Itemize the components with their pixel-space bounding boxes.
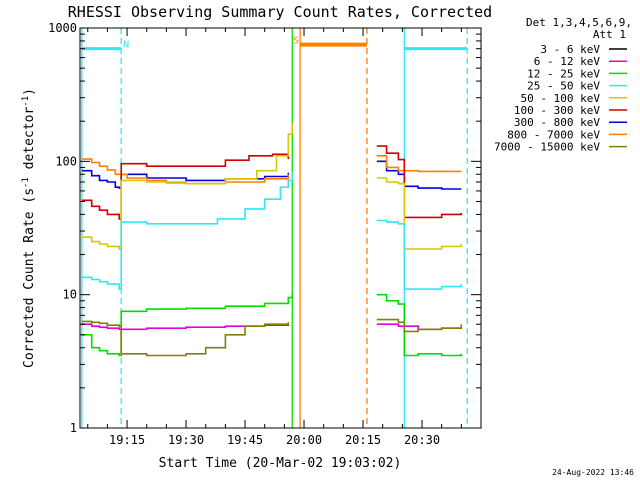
series-1-segment-1 xyxy=(376,155,462,173)
y-tick-label-0: 1 xyxy=(70,421,77,435)
y-axis-label-part-3: ) xyxy=(22,88,37,96)
detector-line-2: Att 1 xyxy=(593,28,626,41)
series-7-segment-0 xyxy=(81,320,290,357)
flag-bar-label-0: N xyxy=(123,40,129,51)
legend-label-8: 7000 - 15000 keV xyxy=(494,141,600,154)
y-axis-label-part-1: Corrected Count Rate (s xyxy=(22,188,37,368)
x-tick-label-2: 19:45 xyxy=(227,433,263,447)
y-tick-label-2: 100 xyxy=(55,154,77,168)
x-axis: 19:15 19:30 19:45 20:00 20:15 20:30 xyxy=(87,28,462,447)
legend-label-1: 6 - 12 keV xyxy=(534,55,601,68)
legend-label-0: 3 - 6 keV xyxy=(540,43,600,56)
series-0-segment-1 xyxy=(376,160,462,190)
legend-label-2: 12 - 25 keV xyxy=(527,67,600,80)
legend-label-7: 800 - 7000 keV xyxy=(507,128,600,141)
series-5-segment-1 xyxy=(376,293,463,357)
chart-title: RHESSI Observing Summary Count Rates, Co… xyxy=(68,3,492,21)
series-5-segment-0 xyxy=(81,294,293,357)
x-tick-label-4: 20:15 xyxy=(345,433,381,447)
flag-bar-label-saa: S xyxy=(293,36,299,47)
y-axis: 1 10 100 1000 xyxy=(48,21,481,435)
legend-label-5: 100 - 300 keV xyxy=(514,104,600,117)
detector-line-1: Det 1,3,4,5,6,9, xyxy=(526,16,632,29)
legend-label-3: 25 - 50 keV xyxy=(527,80,600,93)
series-layer xyxy=(81,122,463,357)
series-4-segment-1 xyxy=(376,219,463,290)
y-tick-label-1: 10 xyxy=(63,288,77,302)
series-3-segment-1 xyxy=(376,177,463,250)
y-axis-label-superscript-2: -1 xyxy=(21,96,31,107)
series-4-segment-0 xyxy=(81,171,293,290)
y-axis-label-superscript-1: -1 xyxy=(21,177,31,188)
series-1-segment-0 xyxy=(81,158,290,185)
x-tick-label-0: 19:15 xyxy=(109,433,145,447)
legend-label-6: 300 - 800 keV xyxy=(514,116,600,129)
series-3-segment-0 xyxy=(81,122,293,250)
series-7-segment-1 xyxy=(376,318,463,333)
series-2-segment-0 xyxy=(81,153,290,220)
legend-label-4: 50 - 100 keV xyxy=(521,92,601,105)
x-tick-label-1: 19:30 xyxy=(168,433,204,447)
y-axis-label: Corrected Count Rate (s-1 detector-1) xyxy=(21,88,37,368)
detector-info: Det 1,3,4,5,6,9, Att 1 xyxy=(526,16,632,41)
y-axis-label-part-2: detector xyxy=(22,107,37,178)
plot-frame xyxy=(79,27,482,429)
x-axis-label: Start Time (20-Mar-02 19:03:02) xyxy=(159,456,402,471)
y-tick-label-3: 1000 xyxy=(48,21,77,35)
x-tick-label-3: 20:00 xyxy=(286,433,322,447)
flag-lines xyxy=(81,28,468,428)
x-tick-label-5: 20:30 xyxy=(404,433,440,447)
footer-date: 24-Aug-2022 13:46 xyxy=(552,468,634,477)
